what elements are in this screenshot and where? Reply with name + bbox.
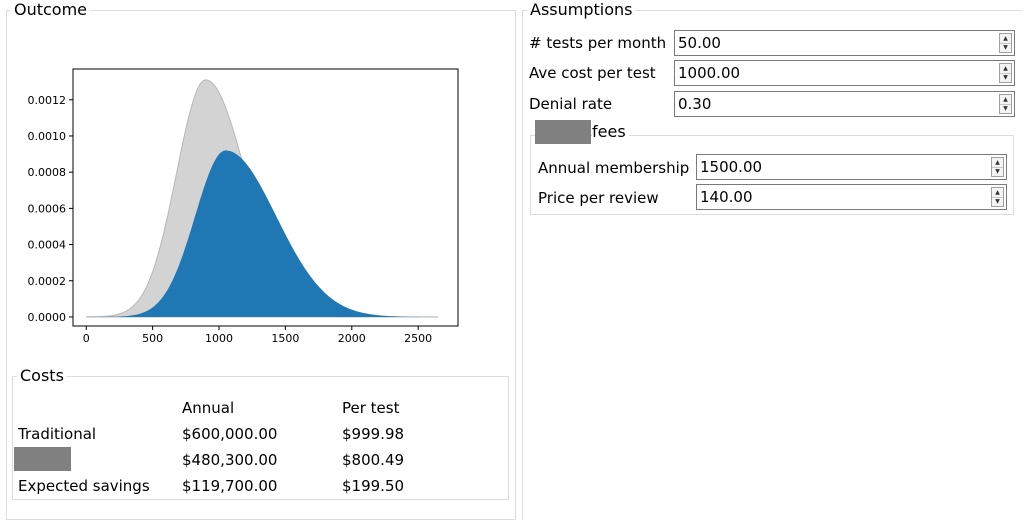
- y-tick-label: 0.0010: [28, 130, 67, 143]
- outcome-title: Outcome: [11, 0, 91, 20]
- redacted-annual: $480,300.00: [182, 451, 278, 469]
- fees-title: fees: [592, 121, 629, 143]
- increment-arrow-icon[interactable]: ▲: [1000, 64, 1011, 74]
- x-tick-label: 2500: [404, 332, 432, 345]
- price-per-review-value[interactable]: 140.00: [700, 188, 753, 206]
- label-denial-rate: Denial rate: [529, 95, 613, 113]
- ave-cost-per-test-spinbox[interactable]: 1000.00 ▲ ▼: [674, 60, 1015, 86]
- savings-per-test: $199.50: [342, 477, 405, 495]
- y-tick-label: 0.0000: [28, 311, 67, 324]
- decrement-arrow-icon[interactable]: ▼: [1003, 44, 1008, 51]
- x-tick-label: 500: [142, 332, 163, 345]
- savings-annual: $119,700.00: [182, 477, 278, 495]
- header-annual: Annual: [182, 399, 235, 417]
- plot-frame: [72, 68, 459, 327]
- decrement-arrow-icon[interactable]: ▼: [995, 168, 1000, 175]
- y-tick-label: 0.0002: [28, 275, 67, 288]
- decrement-arrow-icon[interactable]: ▼: [995, 198, 1000, 205]
- x-tick-label: 2000: [338, 332, 366, 345]
- price-per-review-stepper[interactable]: ▲ ▼: [991, 187, 1004, 207]
- costs-group: Costs: [12, 366, 509, 500]
- y-tick-label: 0.0006: [28, 202, 67, 215]
- increment-arrow-icon[interactable]: ▲: [992, 158, 1003, 168]
- x-tick-label: 1500: [271, 332, 299, 345]
- annual-membership-spinbox[interactable]: 1500.00 ▲ ▼: [696, 154, 1007, 180]
- row-label-traditional: Traditional: [18, 425, 97, 443]
- redacted-fees-title-prefix: [535, 120, 591, 144]
- ave-cost-per-test-value[interactable]: 1000.00: [678, 64, 741, 82]
- denial-rate-stepper[interactable]: ▲ ▼: [999, 94, 1012, 114]
- label-annual-membership: Annual membership: [538, 159, 690, 177]
- fees-group: [530, 135, 1014, 215]
- tests-per-month-stepper[interactable]: ▲ ▼: [999, 33, 1012, 53]
- tests-per-month-value[interactable]: 50.00: [678, 34, 721, 52]
- redacted-label: [14, 447, 71, 471]
- x-tick-label: 0: [83, 332, 90, 345]
- row-label-expected-savings: Expected savings: [18, 477, 150, 495]
- row-label-redacted: [14, 447, 71, 476]
- redacted-per-test: $800.49: [342, 451, 405, 469]
- traditional-annual: $600,000.00: [182, 425, 278, 443]
- label-ave-cost-per-test: Ave cost per test: [529, 64, 656, 82]
- assumptions-group: Assumptions: [522, 0, 1022, 520]
- x-tick-label: 1000: [205, 332, 233, 345]
- increment-arrow-icon[interactable]: ▲: [1000, 95, 1011, 105]
- header-per-test: Per test: [342, 399, 400, 417]
- ave-cost-per-test-stepper[interactable]: ▲ ▼: [999, 63, 1012, 83]
- distribution-area-1: [86, 150, 439, 317]
- increment-arrow-icon[interactable]: ▲: [992, 188, 1003, 198]
- y-tick-label: 0.0012: [28, 94, 67, 107]
- tests-per-month-spinbox[interactable]: 50.00 ▲ ▼: [674, 30, 1015, 56]
- denial-rate-spinbox[interactable]: 0.30 ▲ ▼: [674, 91, 1015, 117]
- assumptions-title: Assumptions: [527, 0, 636, 20]
- costs-title: Costs: [17, 366, 67, 386]
- label-tests-per-month: # tests per month: [529, 34, 667, 52]
- decrement-arrow-icon[interactable]: ▼: [1003, 105, 1008, 112]
- increment-arrow-icon[interactable]: ▲: [1000, 34, 1011, 44]
- label-price-per-review: Price per review: [538, 189, 659, 207]
- decrement-arrow-icon[interactable]: ▼: [1003, 74, 1008, 81]
- price-per-review-spinbox[interactable]: 140.00 ▲ ▼: [696, 184, 1007, 210]
- traditional-per-test: $999.98: [342, 425, 405, 443]
- y-tick-label: 0.0008: [28, 166, 67, 179]
- denial-rate-value[interactable]: 0.30: [678, 95, 712, 113]
- annual-membership-stepper[interactable]: ▲ ▼: [991, 157, 1004, 177]
- annual-membership-value[interactable]: 1500.00: [700, 158, 763, 176]
- y-tick-label: 0.0004: [28, 239, 67, 252]
